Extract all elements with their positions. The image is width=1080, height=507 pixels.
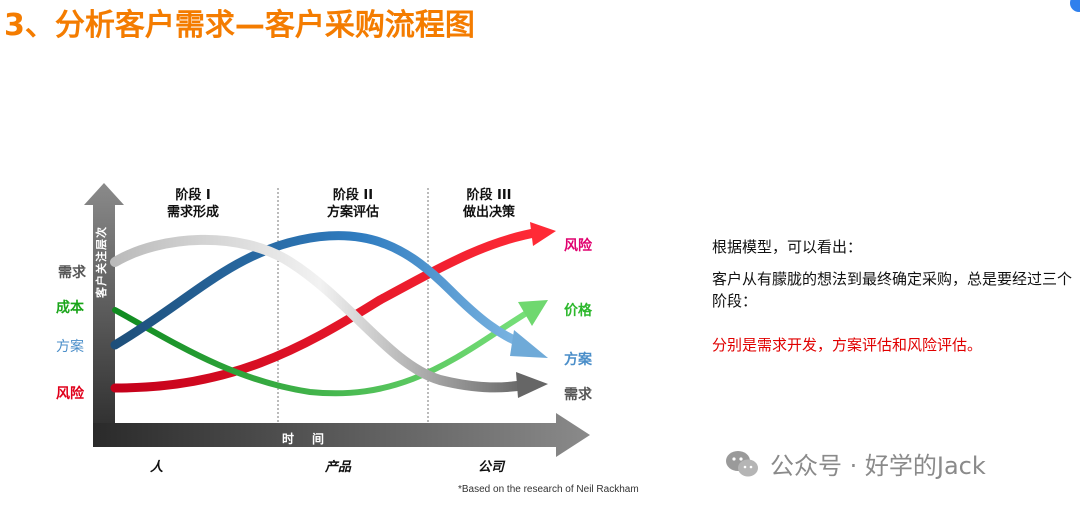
bottom-label-person: 人 bbox=[150, 460, 164, 475]
risk-arrowhead bbox=[530, 222, 556, 246]
risk-curve bbox=[110, 227, 545, 393]
right-label-need: 需求 bbox=[564, 387, 592, 403]
side-text-stages: 客户从有朦胧的想法到最终确定采购，总是要经过三个阶段： bbox=[712, 270, 1073, 310]
need-curve bbox=[110, 234, 530, 393]
y-axis-label: 客户关注层次 bbox=[95, 226, 108, 298]
watermark: 公众号 · 好学的Jack bbox=[724, 446, 986, 481]
phase-2-label: 阶段 II 方案评估 bbox=[326, 188, 379, 220]
left-label-solution: 方案 bbox=[56, 339, 84, 355]
wechat-icon bbox=[726, 450, 758, 476]
phase-1-label: 阶段 I 需求形成 bbox=[166, 188, 219, 220]
watermark-text: 公众号 · 好学的Jack bbox=[770, 452, 986, 480]
left-label-need: 需求 bbox=[58, 265, 86, 281]
bottom-label-product: 产品 bbox=[325, 460, 352, 475]
phase-3-label: 阶段 III 做出决策 bbox=[462, 188, 515, 220]
solution-arrowhead bbox=[510, 330, 548, 358]
right-label-risk: 风险 bbox=[564, 238, 592, 254]
x-axis-label: 时间 bbox=[282, 432, 343, 446]
side-text-highlight: 分别是需求开发，方案评估和风险评估。 bbox=[712, 336, 983, 354]
price-arrowhead bbox=[518, 300, 548, 326]
y-axis-arrow bbox=[84, 183, 124, 445]
left-label-cost: 成本 bbox=[56, 300, 84, 316]
purchase-process-diagram bbox=[84, 183, 590, 457]
cost-curve bbox=[112, 307, 531, 397]
need-arrowhead bbox=[516, 372, 548, 398]
right-label-solution: 方案 bbox=[564, 352, 592, 368]
corner-badge bbox=[1070, 0, 1080, 12]
side-text-intro: 根据模型，可以看出： bbox=[712, 238, 863, 256]
bottom-label-company: 公司 bbox=[478, 460, 505, 475]
left-label-risk: 风险 bbox=[56, 386, 84, 402]
page-title: 3、分析客户需求—客户采购流程图 bbox=[4, 8, 475, 43]
right-label-price: 价格 bbox=[564, 303, 592, 319]
solution-curve bbox=[110, 231, 530, 350]
footnote: *Based on the research of Neil Rackham bbox=[458, 484, 639, 495]
x-axis-arrow bbox=[93, 413, 590, 457]
